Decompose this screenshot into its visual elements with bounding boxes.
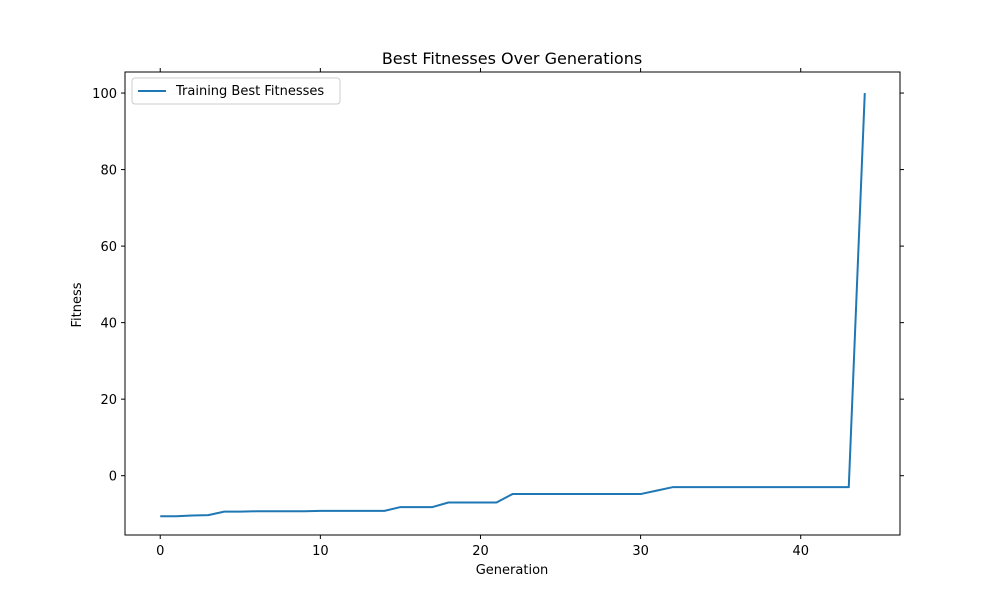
y-tick-label: 20: [100, 393, 117, 408]
x-tick-label: 30: [632, 544, 649, 559]
x-tick-label: 40: [792, 544, 809, 559]
y-axis-label: Fitness: [70, 282, 85, 327]
series-line: [160, 93, 866, 518]
y-axis: 0 20 40 60 80 100: [92, 87, 904, 485]
x-axis: 0 10 20 30 40: [156, 68, 809, 559]
chart-title: Best Fitnesses Over Generations: [382, 49, 642, 68]
y-tick-label: 80: [100, 164, 117, 179]
legend-box: [131, 77, 341, 105]
x-tick-label: 20: [472, 544, 489, 559]
legend: Training Best Fitnesses: [131, 77, 341, 105]
y-tick-label: 100: [92, 87, 117, 102]
x-tick-label: 0: [156, 544, 164, 559]
y-tick-label: 40: [100, 317, 117, 332]
x-tick-label: 10: [312, 544, 329, 559]
y-tick-label: 0: [109, 470, 117, 485]
y-tick-label: 60: [100, 240, 117, 255]
legend-label: Training Best Fitnesses: [175, 84, 324, 99]
plot-frame: [124, 71, 901, 536]
x-axis-label: Generation: [476, 563, 549, 578]
plot-area: [160, 93, 866, 518]
